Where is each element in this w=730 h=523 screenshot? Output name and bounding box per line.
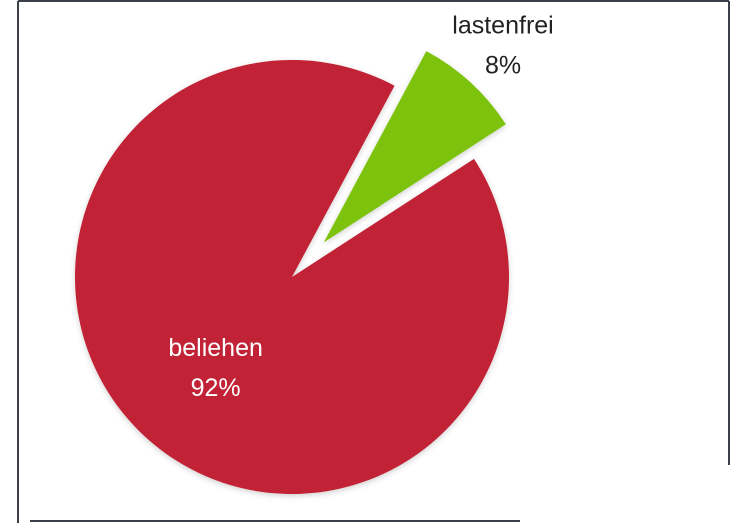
pie-slice-lastenfrei bbox=[323, 51, 506, 243]
pie-slice-beliehen bbox=[75, 59, 510, 495]
slice-label-beliehen: beliehen bbox=[168, 334, 263, 362]
slice-value-beliehen: 92% bbox=[191, 374, 241, 402]
slice-label-lastenfrei: lastenfrei bbox=[452, 12, 553, 40]
slice-value-lastenfrei: 8% bbox=[485, 52, 521, 80]
